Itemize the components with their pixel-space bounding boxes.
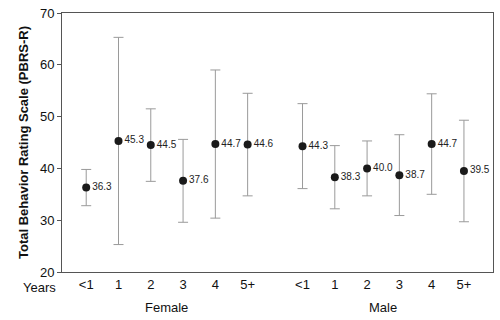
svg-text:40.0: 40.0 — [373, 162, 393, 173]
svg-text:30: 30 — [40, 213, 54, 228]
svg-text:44.7: 44.7 — [221, 138, 241, 149]
svg-text:Years: Years — [23, 280, 56, 295]
svg-text:<1: <1 — [79, 277, 94, 292]
svg-text:3: 3 — [179, 277, 186, 292]
svg-text:1: 1 — [115, 277, 122, 292]
svg-text:70: 70 — [40, 6, 54, 21]
svg-text:5+: 5+ — [457, 277, 472, 292]
svg-text:50: 50 — [40, 109, 54, 124]
svg-text:44.3: 44.3 — [309, 140, 329, 151]
svg-text:60: 60 — [40, 57, 54, 72]
svg-text:20: 20 — [40, 265, 54, 280]
svg-text:1: 1 — [331, 277, 338, 292]
svg-text:4: 4 — [212, 277, 219, 292]
svg-text:40: 40 — [40, 161, 54, 176]
svg-text:37.6: 37.6 — [189, 174, 209, 185]
svg-text:39.5: 39.5 — [470, 164, 490, 175]
svg-text:<1: <1 — [295, 277, 310, 292]
svg-text:38.3: 38.3 — [341, 171, 361, 182]
svg-text:2: 2 — [147, 277, 154, 292]
svg-text:36.3: 36.3 — [92, 181, 112, 192]
svg-text:2: 2 — [363, 277, 370, 292]
svg-text:44.7: 44.7 — [438, 138, 458, 149]
svg-text:4: 4 — [428, 277, 435, 292]
svg-text:45.3: 45.3 — [125, 134, 145, 145]
svg-text:Total Behavior Rating Scale (P: Total Behavior Rating Scale (PBRS-R) — [16, 26, 31, 259]
svg-text:Female: Female — [145, 300, 188, 315]
svg-text:38.7: 38.7 — [405, 169, 425, 180]
svg-text:44.6: 44.6 — [254, 138, 274, 149]
svg-text:Male: Male — [369, 300, 397, 315]
svg-text:44.5: 44.5 — [157, 139, 177, 150]
svg-text:5+: 5+ — [240, 277, 255, 292]
svg-text:3: 3 — [396, 277, 403, 292]
